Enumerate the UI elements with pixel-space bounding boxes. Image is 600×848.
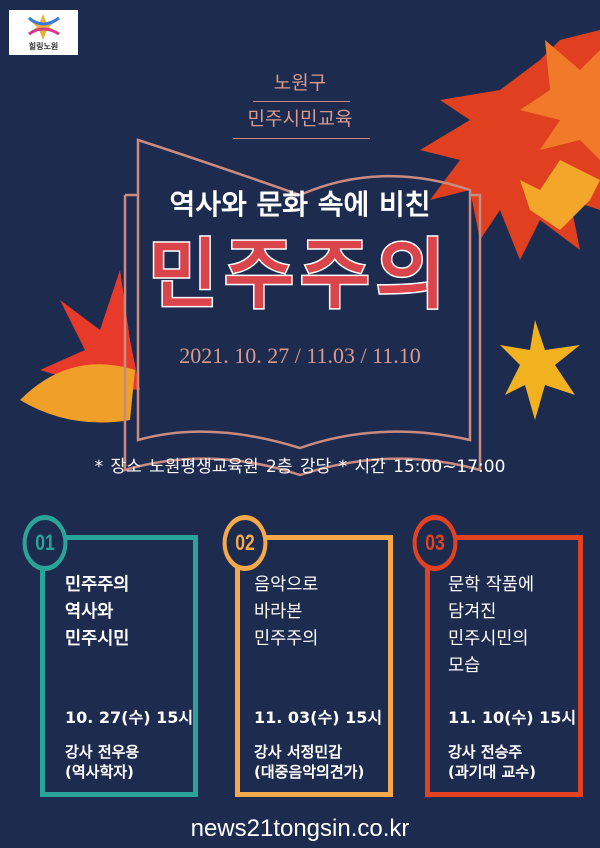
session-card-3 <box>425 535 583 797</box>
session-lecturer: 강사 전승주 (과기대 교수) <box>448 743 536 781</box>
venue-time-info: * 장소 노원평생교육원 2층 강당 * 시간 15:00~17:00 <box>94 457 506 477</box>
program-label: 민주시민교육 <box>247 108 353 130</box>
event-dates: 2021. 10. 27 / 11.03 / 11.10 <box>179 343 421 368</box>
main-title: 민주주의 <box>147 229 452 321</box>
heading: 역사와 문화 속에 비친 <box>169 188 431 221</box>
logo-text: 힐링노원 <box>28 42 59 51</box>
logo: 힐링노원 <box>9 10 78 55</box>
website-url: news21tongsin.co.kr <box>190 815 410 842</box>
yellow-maple-leaf-icon <box>500 320 580 420</box>
district-label: 노원구 <box>273 72 327 94</box>
session-number-badge: 03 <box>412 515 458 571</box>
session-date: 11. 03(수) 15시 <box>254 708 383 727</box>
session-title: 음악으로 바라본 민주주의 <box>254 575 319 649</box>
divider <box>253 101 350 102</box>
session-date: 10. 27(수) 15시 <box>65 708 194 727</box>
session-card-1 <box>40 535 198 797</box>
session-date: 11. 10(수) 15시 <box>448 708 577 727</box>
session-lecturer: 강사 서정민갑 (대중음악의견가) <box>254 743 365 781</box>
session-number-badge: 01 <box>22 515 68 571</box>
session-title: 민주주의 역사와 민주시민 <box>65 575 130 649</box>
divider <box>233 138 370 139</box>
logo-star-icon <box>27 14 61 40</box>
session-number-badge: 02 <box>222 515 268 571</box>
session-title: 문학 작품에 담겨진 민주시민의 모습 <box>448 575 535 676</box>
red-leaf-left-icon <box>20 270 140 423</box>
session-lecturer: 강사 전우용 (역사학자) <box>65 743 140 781</box>
session-card-2 <box>235 535 393 797</box>
maple-leaf-cluster-icon <box>420 30 600 260</box>
